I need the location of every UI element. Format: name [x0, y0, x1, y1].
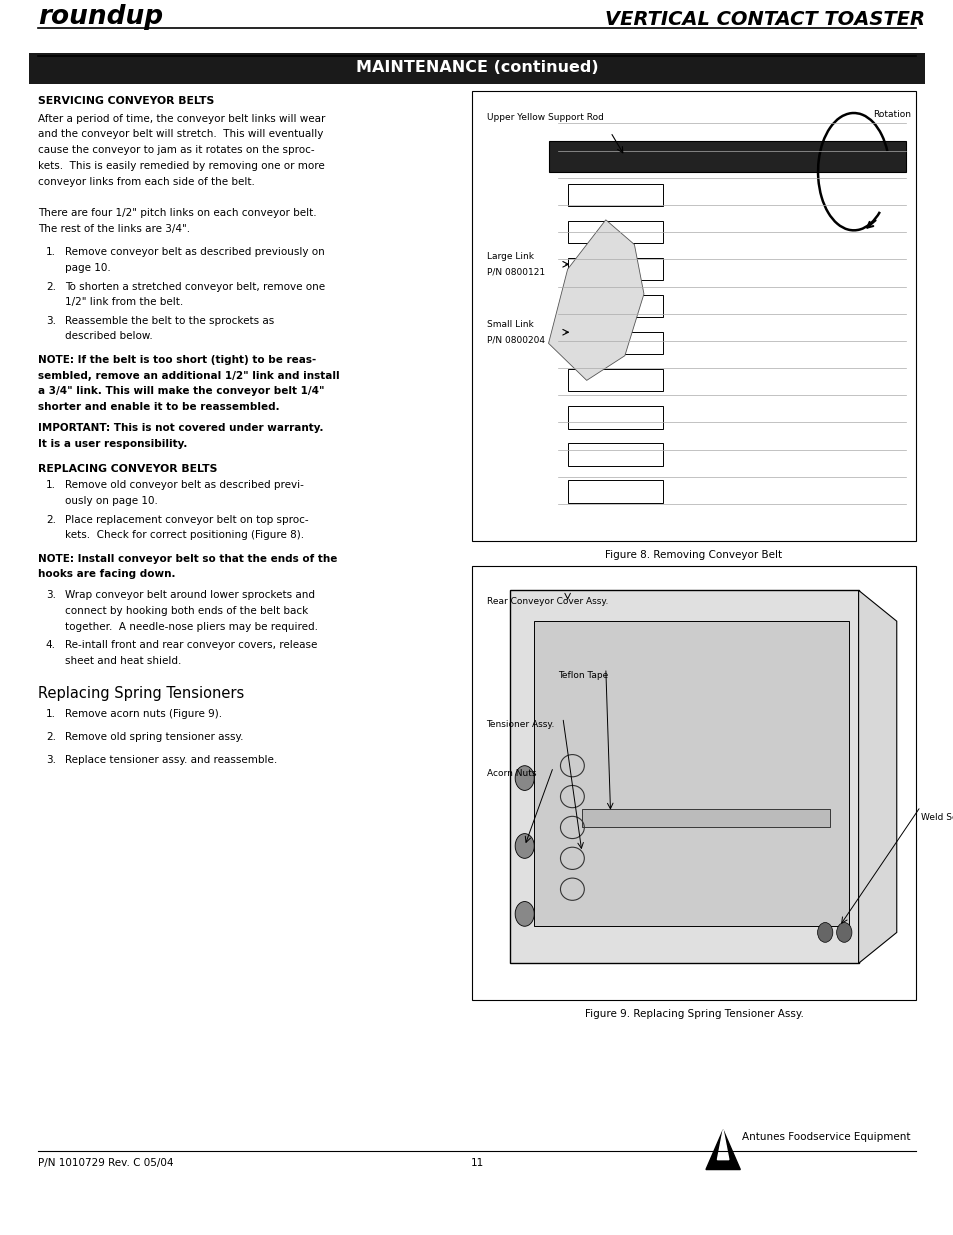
Text: Remove old conveyor belt as described previ-: Remove old conveyor belt as described pr… — [65, 480, 303, 490]
Text: REPLACING CONVEYOR BELTS: REPLACING CONVEYOR BELTS — [38, 464, 217, 474]
Text: Rotation: Rotation — [872, 110, 910, 119]
Bar — [581, 809, 829, 827]
Text: Figure 8. Removing Conveyor Belt: Figure 8. Removing Conveyor Belt — [605, 550, 781, 559]
Bar — [567, 184, 662, 206]
Circle shape — [515, 902, 534, 926]
Text: Re-intall front and rear conveyor covers, release: Re-intall front and rear conveyor covers… — [65, 640, 317, 650]
Text: There are four 1/2" pitch links on each conveyor belt.: There are four 1/2" pitch links on each … — [38, 209, 316, 219]
Text: Replace tensioner assy. and reassemble.: Replace tensioner assy. and reassemble. — [65, 755, 276, 764]
Text: P/N 0800121: P/N 0800121 — [486, 268, 544, 277]
Text: Large Link: Large Link — [486, 252, 533, 261]
Text: Wrap conveyor belt around lower sprockets and: Wrap conveyor belt around lower sprocket… — [65, 590, 314, 600]
Bar — [567, 369, 662, 391]
Bar — [567, 258, 662, 280]
Text: 11: 11 — [470, 1158, 483, 1168]
Bar — [567, 443, 662, 466]
Text: a 3/4" link. This will make the conveyor belt 1/4": a 3/4" link. This will make the conveyor… — [38, 387, 324, 396]
Bar — [548, 141, 905, 172]
Text: NOTE: If the belt is too short (tight) to be reas-: NOTE: If the belt is too short (tight) t… — [38, 354, 316, 364]
Text: Figure 9. Replacing Spring Tensioner Assy.: Figure 9. Replacing Spring Tensioner Ass… — [584, 1009, 802, 1019]
Text: Replacing Spring Tensioners: Replacing Spring Tensioners — [38, 687, 244, 701]
Circle shape — [515, 766, 534, 790]
Text: Reassemble the belt to the sprockets as: Reassemble the belt to the sprockets as — [65, 316, 274, 326]
Text: kets.  This is easily remedied by removing one or more: kets. This is easily remedied by removin… — [38, 161, 325, 170]
Circle shape — [817, 923, 832, 942]
Text: MAINTENANCE (continued): MAINTENANCE (continued) — [355, 59, 598, 75]
Text: 3.: 3. — [46, 316, 55, 326]
Text: page 10.: page 10. — [65, 263, 111, 273]
Text: P/N 1010729 Rev. C 05/04: P/N 1010729 Rev. C 05/04 — [38, 1158, 173, 1168]
Text: 3.: 3. — [46, 755, 55, 764]
Text: 1/2" link from the belt.: 1/2" link from the belt. — [65, 298, 183, 308]
Polygon shape — [548, 220, 643, 380]
Text: Tensioner Assy.: Tensioner Assy. — [486, 720, 555, 729]
Text: VERTICAL CONTACT TOASTER: VERTICAL CONTACT TOASTER — [605, 10, 924, 28]
Text: Remove acorn nuts (Figure 9).: Remove acorn nuts (Figure 9). — [65, 709, 222, 719]
Text: hooks are facing down.: hooks are facing down. — [38, 569, 175, 579]
Text: Weld Screws: Weld Screws — [920, 813, 953, 821]
Bar — [567, 406, 662, 429]
Polygon shape — [858, 590, 896, 963]
Polygon shape — [717, 1130, 728, 1160]
Text: conveyor links from each side of the belt.: conveyor links from each side of the bel… — [38, 177, 254, 186]
Text: It is a user responsibility.: It is a user responsibility. — [38, 438, 188, 448]
Text: Teflon Tape: Teflon Tape — [558, 671, 608, 679]
Text: described below.: described below. — [65, 331, 152, 341]
Text: 3.: 3. — [46, 590, 55, 600]
Bar — [29, 53, 924, 84]
Text: Remove conveyor belt as described previously on: Remove conveyor belt as described previo… — [65, 247, 324, 257]
Text: sembled, remove an additional 1/2" link and install: sembled, remove an additional 1/2" link … — [38, 370, 339, 380]
Text: Remove old spring tensioner assy.: Remove old spring tensioner assy. — [65, 732, 243, 742]
Bar — [567, 480, 662, 503]
Text: sheet and heat shield.: sheet and heat shield. — [65, 656, 181, 666]
Text: Antunes Foodservice Equipment: Antunes Foodservice Equipment — [741, 1132, 910, 1142]
Text: ously on page 10.: ously on page 10. — [65, 496, 157, 506]
Text: kets.  Check for correct positioning (Figure 8).: kets. Check for correct positioning (Fig… — [65, 530, 304, 540]
Text: 1.: 1. — [46, 480, 55, 490]
Text: and the conveyor belt will stretch.  This will eventually: and the conveyor belt will stretch. This… — [38, 130, 323, 140]
Bar — [567, 332, 662, 354]
Bar — [472, 566, 915, 1000]
Text: Acorn Nuts: Acorn Nuts — [486, 769, 536, 778]
Text: After a period of time, the conveyor belt links will wear: After a period of time, the conveyor bel… — [38, 114, 325, 124]
Text: 4.: 4. — [46, 640, 55, 650]
Bar — [510, 590, 858, 963]
Polygon shape — [705, 1130, 740, 1170]
Text: To shorten a stretched conveyor belt, remove one: To shorten a stretched conveyor belt, re… — [65, 282, 325, 291]
Text: shorter and enable it to be reassembled.: shorter and enable it to be reassembled. — [38, 403, 279, 412]
Text: 1.: 1. — [46, 709, 55, 719]
Text: P/N 0800204: P/N 0800204 — [486, 336, 544, 345]
Text: 2.: 2. — [46, 732, 55, 742]
Text: 2.: 2. — [46, 282, 55, 291]
Bar — [472, 91, 915, 541]
Text: Rear Conveyor Cover Assy.: Rear Conveyor Cover Assy. — [486, 597, 607, 605]
Text: Upper Yellow Support Rod: Upper Yellow Support Rod — [486, 114, 603, 122]
Text: 2.: 2. — [46, 515, 55, 525]
Text: cause the conveyor to jam as it rotates on the sproc-: cause the conveyor to jam as it rotates … — [38, 146, 314, 156]
Text: connect by hooking both ends of the belt back: connect by hooking both ends of the belt… — [65, 606, 308, 616]
Text: NOTE: Install conveyor belt so that the ends of the: NOTE: Install conveyor belt so that the … — [38, 553, 337, 563]
Text: together.  A needle-nose pliers may be required.: together. A needle-nose pliers may be re… — [65, 621, 317, 631]
Text: Place replacement conveyor belt on top sproc-: Place replacement conveyor belt on top s… — [65, 515, 308, 525]
Text: SERVICING CONVEYOR BELTS: SERVICING CONVEYOR BELTS — [38, 96, 214, 106]
Circle shape — [515, 834, 534, 858]
Bar — [567, 221, 662, 243]
Text: 1.: 1. — [46, 247, 55, 257]
Text: The rest of the links are 3/4".: The rest of the links are 3/4". — [38, 225, 190, 235]
Text: IMPORTANT: This is not covered under warranty.: IMPORTANT: This is not covered under war… — [38, 422, 323, 432]
Text: Small Link: Small Link — [486, 320, 533, 329]
Bar — [534, 621, 848, 926]
Text: roundup: roundup — [38, 4, 163, 30]
Bar — [567, 295, 662, 317]
Circle shape — [836, 923, 851, 942]
